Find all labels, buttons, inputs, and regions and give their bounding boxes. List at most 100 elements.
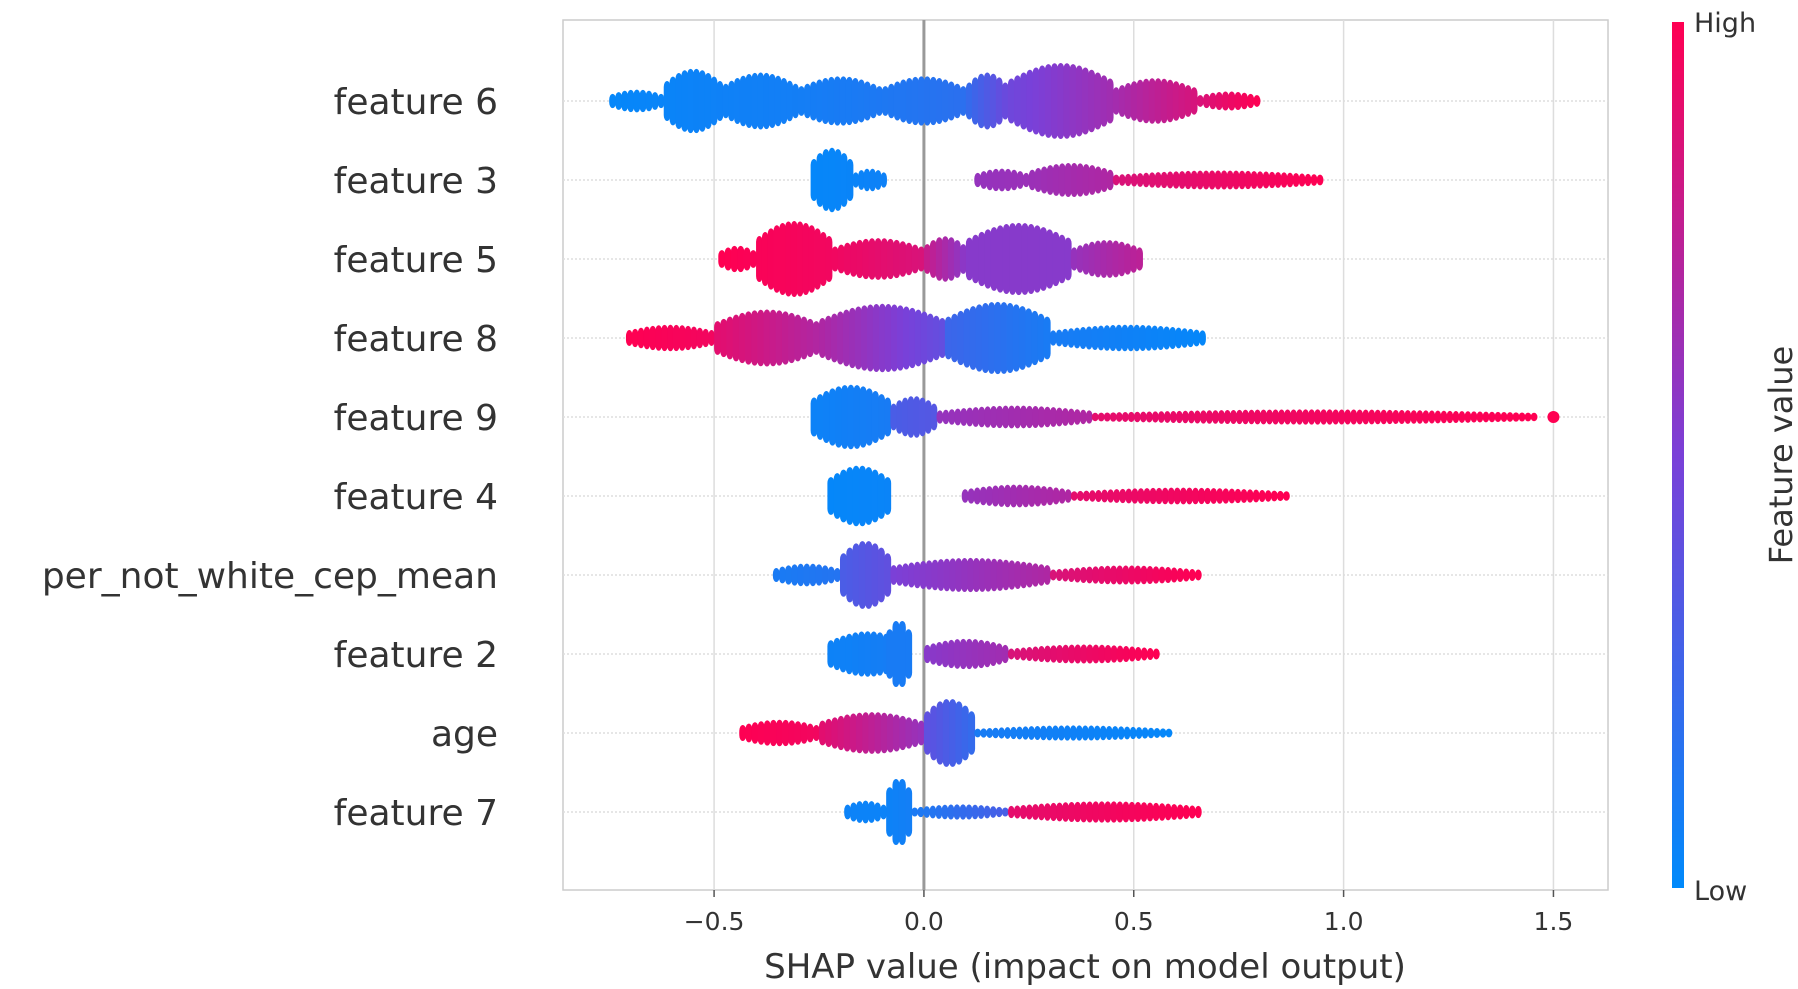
swarm-point-cluster: [785, 565, 792, 585]
swarm-point-cluster: [852, 543, 860, 607]
swarm-point-cluster: [1230, 409, 1237, 425]
swarm-point-cluster: [809, 563, 817, 587]
swarm-point-cluster: [1097, 412, 1105, 422]
swarm-point-cluster: [930, 705, 938, 761]
swarm-point-cluster: [871, 390, 879, 444]
swarm-point-cluster: [1124, 243, 1132, 275]
swarm-point-cluster: [816, 153, 824, 207]
swarm-point-cluster: [881, 86, 889, 116]
swarm-point-cluster: [779, 222, 786, 296]
swarm-point-cluster: [1155, 487, 1163, 505]
swarm-point-cluster: [693, 68, 700, 134]
swarm-point-cluster: [1099, 725, 1107, 741]
swarm-point-cluster: [1190, 87, 1198, 115]
swarm-point-cluster: [878, 394, 886, 440]
swarm-point-cluster: [1122, 565, 1130, 585]
swarm-point-cluster: [1172, 81, 1180, 121]
swarm-point-cluster: [1240, 489, 1248, 503]
swarm-point-cluster: [1149, 487, 1157, 505]
swarm-point-cluster: [833, 76, 841, 126]
swarm-point-cluster: [969, 306, 977, 370]
swarm-point-cluster: [1270, 490, 1278, 502]
swarm-point-cluster: [937, 559, 945, 591]
swarm-point-cluster: [1124, 173, 1132, 187]
swarm-point-cluster: [1051, 725, 1059, 741]
swarm-point-cluster: [1067, 328, 1075, 348]
swarm-point-cluster: [1070, 247, 1078, 271]
swarm-point-cluster: [1167, 487, 1175, 505]
swarm-point-cluster: [983, 72, 991, 130]
swarm-point-cluster: [884, 477, 892, 515]
swarm-point-cluster: [1160, 78, 1168, 124]
swarm-point-cluster: [1076, 245, 1084, 273]
swarm-point-cluster: [1187, 410, 1195, 424]
swarm-point-cluster: [1039, 227, 1047, 291]
swarm-point-cluster: [935, 805, 943, 819]
swarm-point-cluster: [869, 168, 876, 192]
swarm-point-cluster: [1055, 329, 1063, 347]
swarm-point-cluster: [844, 804, 851, 820]
swarm-point-cluster: [1116, 645, 1124, 663]
outlier-point: [1547, 411, 1560, 423]
swarm-point-cluster: [1154, 78, 1162, 124]
swarm-point-cluster: [1264, 490, 1272, 502]
feature-band: [772, 541, 1202, 609]
swarm-point-cluster: [905, 717, 913, 749]
swarm-point-cluster: [1159, 728, 1167, 738]
swarm-point-cluster: [1244, 170, 1252, 190]
swarm-point-cluster: [839, 76, 847, 126]
swarm-point-cluster: [796, 221, 804, 297]
colorbar: High Low Feature value: [1672, 8, 1798, 907]
swarm-point-cluster: [1272, 409, 1279, 425]
swarm-point-cluster: [684, 325, 692, 351]
swarm-point-cluster: [851, 78, 859, 124]
swarm-point-cluster: [1018, 306, 1026, 370]
swarm-point-cluster: [819, 232, 827, 286]
swarm-point-cluster: [1350, 409, 1358, 425]
swarm-point-cluster: [1010, 484, 1018, 508]
swarm-point-cluster: [1122, 646, 1130, 662]
swarm-point-cluster: [1147, 727, 1155, 739]
swarm-point-cluster: [1121, 324, 1129, 352]
swarm-point-cluster: [1266, 409, 1273, 425]
swarm-point-cluster: [1046, 229, 1054, 289]
swarm-point-cluster: [858, 541, 866, 609]
swarm-point-cluster: [981, 302, 989, 374]
swarm-point-cluster: [1304, 173, 1312, 187]
swarm-point-cluster: [908, 562, 915, 588]
swarm-point-cluster: [690, 326, 698, 350]
swarm-point-cluster: [1142, 78, 1150, 124]
swarm-point-cluster: [1256, 171, 1264, 189]
swarm-point-cluster: [814, 228, 821, 290]
swarm-point-cluster: [1022, 484, 1030, 508]
swarm-point-cluster: [890, 565, 898, 585]
swarm-point-cluster: [1043, 565, 1051, 585]
swarm-point-cluster: [984, 558, 992, 592]
swarm-point-cluster: [720, 318, 728, 358]
swarm-point-cluster: [1188, 568, 1196, 582]
swarm-point-cluster: [1274, 172, 1282, 188]
swarm-point-cluster: [714, 321, 722, 355]
swarm-point-cluster: [836, 311, 844, 365]
swarm-point-cluster: [974, 728, 982, 738]
swarm-point-cluster: [1428, 410, 1436, 424]
swarm-point-cluster: [959, 244, 967, 274]
swarm-point-cluster: [892, 620, 900, 688]
x-tick-label: 1.0: [1324, 907, 1364, 936]
swarm-point-cluster: [645, 90, 653, 112]
swarm-point-cluster: [1052, 487, 1060, 505]
swarm-point-cluster: [941, 79, 949, 123]
swarm-point-cluster: [1076, 163, 1084, 197]
swarm-point-cluster: [972, 234, 980, 284]
swarm-point-cluster: [1070, 491, 1078, 501]
swarm-point-cluster: [815, 564, 823, 586]
swarm-point-cluster: [828, 147, 836, 213]
swarm-point-cluster: [898, 620, 906, 688]
swarm-point-cluster: [852, 465, 860, 527]
swarm-point-cluster: [803, 563, 811, 587]
swarm-point-cluster: [651, 92, 659, 110]
swarm-point-cluster: [943, 558, 951, 592]
swarm-point-cluster: [1133, 411, 1141, 423]
feature-band: [625, 301, 1206, 375]
swarm-point-cluster: [1026, 405, 1033, 429]
